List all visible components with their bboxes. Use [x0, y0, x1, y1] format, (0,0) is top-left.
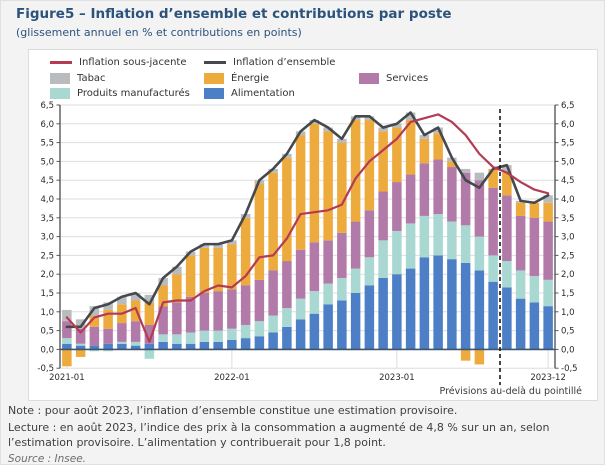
legend-swatch — [50, 88, 70, 99]
svg-text:1,0: 1,0 — [40, 308, 54, 318]
source-text: Source : Insee. — [8, 453, 86, 465]
legend-label: Tabac — [77, 72, 106, 84]
svg-text:3,5: 3,5 — [561, 214, 575, 224]
svg-text:4,0: 4,0 — [40, 195, 54, 205]
svg-text:3,5: 3,5 — [40, 214, 54, 224]
svg-text:1,5: 1,5 — [561, 289, 575, 299]
svg-text:0,0: 0,0 — [40, 345, 54, 355]
legend-label: Inflation sous-jacente — [79, 57, 187, 68]
svg-text:2022-01: 2022-01 — [214, 373, 250, 383]
svg-text:2,5: 2,5 — [561, 251, 575, 261]
svg-text:6,5: 6,5 — [561, 101, 575, 111]
legend-item-tabac: Tabac — [50, 72, 106, 84]
legend-label: Services — [386, 72, 429, 84]
svg-text:0,0: 0,0 — [561, 345, 575, 355]
svg-text:2021-01: 2021-01 — [49, 373, 85, 383]
svg-text:4,0: 4,0 — [561, 195, 575, 205]
svg-text:5,0: 5,0 — [40, 157, 54, 167]
legend-item-inflation-d-ensemble: Inflation d’ensemble — [204, 57, 335, 68]
svg-text:5,0: 5,0 — [561, 157, 575, 167]
svg-text:Prévisions au-delà du pointill: Prévisions au-delà du pointillé — [440, 386, 583, 397]
chart-legend: Inflation sous-jacente Inflation d’ensemb… — [29, 50, 597, 99]
svg-text:2023-12: 2023-12 — [530, 373, 566, 383]
legend-label: Inflation d’ensemble — [233, 57, 336, 68]
legend-label: Produits manufacturés — [77, 88, 190, 99]
svg-text:4,5: 4,5 — [40, 176, 54, 186]
legend-swatch — [359, 72, 379, 84]
legend-swatch — [50, 61, 72, 64]
svg-text:2,5: 2,5 — [40, 251, 54, 261]
svg-text:5,5: 5,5 — [40, 139, 54, 149]
inflation-chart: -0,5 -0,5 0,0 0,0 0,5 0,5 1,0 1,0 1,5 1,5 2,0 2,0 2,… — [37, 101, 583, 397]
note-text: Note : pour août 2023, l’inflation d’ens… — [8, 404, 458, 417]
svg-text:0,5: 0,5 — [40, 327, 54, 337]
legend-swatch — [204, 72, 224, 84]
svg-text:2023-01: 2023-01 — [379, 373, 415, 383]
svg-text:5,5: 5,5 — [561, 139, 575, 149]
legend-item-inflation-sous-jacente: Inflation sous-jacente — [50, 57, 187, 68]
svg-text:2,0: 2,0 — [561, 270, 575, 280]
svg-text:-0,5: -0,5 — [561, 364, 578, 374]
legend-label: Alimentation — [231, 88, 295, 99]
chart-card: Inflation sous-jacente Inflation d’ensemb… — [28, 49, 598, 401]
svg-text:6,0: 6,0 — [561, 120, 575, 130]
svg-text:3,0: 3,0 — [561, 233, 575, 243]
svg-text:3,0: 3,0 — [40, 233, 54, 243]
svg-text:0,5: 0,5 — [561, 327, 575, 337]
legend-swatch — [204, 88, 224, 99]
legend-item--nergie: Énergie — [204, 72, 270, 84]
svg-text:-0,5: -0,5 — [37, 364, 54, 374]
lecture-text: Lecture : en août 2023, l’indice des pri… — [8, 421, 550, 449]
legend-swatch — [204, 61, 226, 64]
svg-text:6,5: 6,5 — [40, 101, 54, 111]
svg-text:1,0: 1,0 — [561, 308, 575, 318]
legend-item-produits-manufactur-s: Produits manufacturés — [50, 88, 190, 99]
svg-text:1,5: 1,5 — [40, 289, 54, 299]
svg-text:2,0: 2,0 — [40, 270, 54, 280]
legend-swatch — [50, 72, 70, 84]
svg-text:6,0: 6,0 — [40, 120, 54, 130]
figure-title: Figure5 – Inflation d’ensemble et contri… — [16, 6, 452, 22]
figure-subtitle: (glissement annuel en % et contributions… — [16, 26, 302, 39]
legend-item-services: Services — [359, 72, 429, 84]
legend-label: Énergie — [231, 72, 270, 84]
svg-text:4,5: 4,5 — [561, 176, 575, 186]
legend-item-alimentation: Alimentation — [204, 88, 295, 99]
